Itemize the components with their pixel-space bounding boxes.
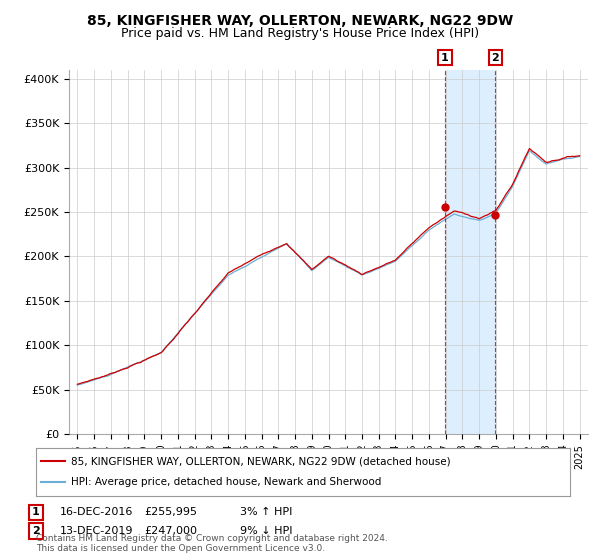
Text: 2: 2	[491, 53, 499, 63]
Text: HPI: Average price, detached house, Newark and Sherwood: HPI: Average price, detached house, Newa…	[71, 477, 381, 487]
Text: 13-DEC-2019: 13-DEC-2019	[60, 526, 133, 536]
Text: 85, KINGFISHER WAY, OLLERTON, NEWARK, NG22 9DW (detached house): 85, KINGFISHER WAY, OLLERTON, NEWARK, NG…	[71, 456, 451, 466]
Text: £255,995: £255,995	[144, 507, 197, 517]
Text: 1: 1	[441, 53, 449, 63]
Text: Price paid vs. HM Land Registry's House Price Index (HPI): Price paid vs. HM Land Registry's House …	[121, 27, 479, 40]
Text: 85, KINGFISHER WAY, OLLERTON, NEWARK, NG22 9DW: 85, KINGFISHER WAY, OLLERTON, NEWARK, NG…	[87, 14, 513, 28]
Text: 1: 1	[32, 507, 40, 517]
Text: £247,000: £247,000	[144, 526, 197, 536]
Text: 9% ↓ HPI: 9% ↓ HPI	[240, 526, 293, 536]
Text: 2: 2	[32, 526, 40, 536]
Bar	[445, 70, 495, 434]
Text: 16-DEC-2016: 16-DEC-2016	[60, 507, 133, 517]
Text: 3% ↑ HPI: 3% ↑ HPI	[240, 507, 292, 517]
Text: Contains HM Land Registry data © Crown copyright and database right 2024.
This d: Contains HM Land Registry data © Crown c…	[36, 534, 388, 553]
